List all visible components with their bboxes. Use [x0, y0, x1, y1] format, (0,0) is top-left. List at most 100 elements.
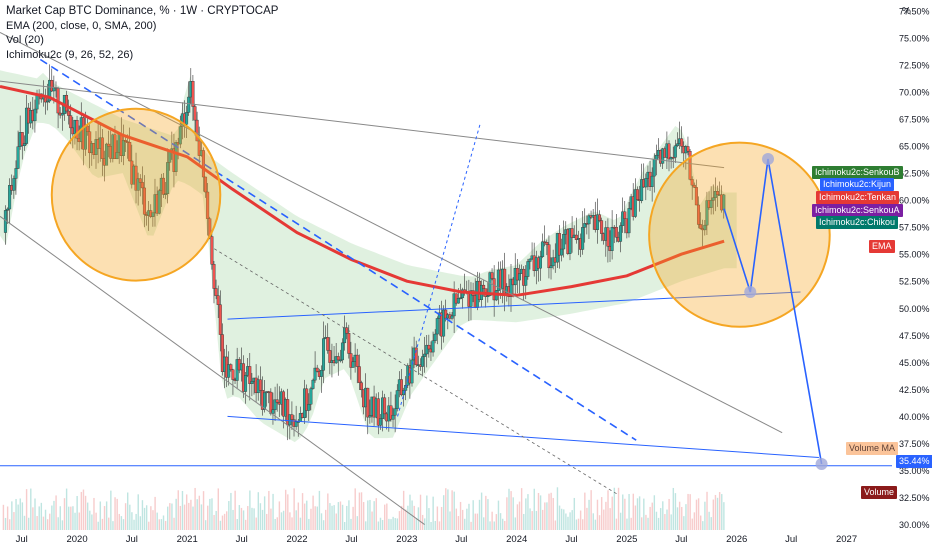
- tag-senkou-b: Ichimoku2c:SenkouB: [812, 166, 903, 179]
- volume-bar: [474, 513, 476, 530]
- volume-bar: [508, 488, 510, 530]
- volume-bar: [421, 514, 424, 530]
- indicator-ema[interactable]: EMA (200, close, 0, SMA, 200): [6, 19, 157, 32]
- volume-bar: [377, 521, 380, 530]
- volume-bar: [188, 502, 190, 530]
- candle-body: [600, 220, 604, 234]
- volume-bar: [101, 518, 104, 530]
- volume-bar: [209, 498, 211, 530]
- x-tick-label: 2020: [66, 534, 87, 545]
- volume-bar: [198, 495, 201, 530]
- x-tick-label: 2025: [616, 534, 637, 545]
- candle-body: [696, 204, 700, 225]
- volume-bar: [520, 488, 523, 530]
- volume-bar: [4, 517, 7, 530]
- y-tick-label: 67.50%: [899, 114, 930, 124]
- volume-bar: [42, 516, 45, 530]
- volume-bar: [133, 519, 135, 530]
- volume-bar: [95, 512, 97, 530]
- volume-bar: [689, 494, 691, 530]
- candle-body: [60, 113, 64, 116]
- volume-bar: [263, 496, 266, 530]
- volume-bar: [718, 492, 721, 530]
- candle-body: [610, 226, 614, 251]
- volume-bar: [394, 518, 396, 530]
- volume-bar: [145, 505, 148, 530]
- candle-body: [492, 278, 496, 301]
- volume-bar: [51, 505, 53, 530]
- indicator-volume[interactable]: Vol (20): [6, 34, 44, 46]
- volume-bar: [177, 490, 179, 530]
- volume-bar: [434, 520, 436, 530]
- volume-bar: [664, 514, 666, 530]
- volume-bar: [712, 499, 715, 530]
- volume-bar: [84, 495, 87, 530]
- candle-body: [69, 115, 73, 129]
- y-tick-label: 52.50%: [899, 277, 930, 287]
- volume-bar: [308, 518, 310, 530]
- volume-bar: [647, 517, 649, 530]
- volume-bar: [325, 509, 327, 530]
- volume-bar: [82, 489, 85, 530]
- volume-bar: [68, 506, 70, 530]
- volume-bar: [221, 515, 224, 530]
- volume-bar: [560, 508, 563, 530]
- volume-bar: [217, 488, 219, 530]
- volume-bar: [13, 512, 15, 530]
- candle-body: [67, 110, 71, 116]
- volume-bar: [638, 496, 641, 530]
- candle-body: [311, 379, 315, 389]
- trend-line: [0, 32, 783, 434]
- y-tick-label: 62.50%: [899, 169, 930, 179]
- volume-bar: [213, 514, 215, 530]
- volume-bar: [9, 519, 11, 530]
- volume-bar: [135, 513, 137, 530]
- candle-body: [185, 112, 189, 125]
- x-tick-label: Jul: [16, 534, 28, 545]
- volume-bar: [691, 518, 693, 530]
- volume-bar: [234, 490, 236, 530]
- volume-bar: [544, 502, 546, 530]
- tag-senkou-a: Ichimoku2c:SenkouA: [812, 204, 903, 217]
- indicator-ichimoku[interactable]: Ichimoku2c (9, 26, 52, 26): [6, 48, 134, 61]
- candle-body: [250, 381, 254, 384]
- volume-bar: [681, 506, 683, 530]
- candle-body: [258, 379, 262, 391]
- volume-bar: [154, 496, 156, 530]
- y-tick-label: 40.00%: [899, 412, 930, 422]
- candle-body: [595, 214, 599, 230]
- volume-bar: [447, 489, 449, 530]
- candle-body: [88, 131, 92, 154]
- volume-bar: [78, 512, 80, 530]
- volume-bar: [341, 504, 344, 530]
- candle-body: [635, 189, 639, 200]
- candle-body: [140, 182, 144, 189]
- volume-bar: [563, 509, 565, 530]
- volume-bar: [32, 507, 34, 530]
- volume-bar: [478, 499, 481, 530]
- volume-bar: [558, 505, 561, 530]
- volume-bar: [164, 520, 167, 530]
- candle-body: [113, 134, 117, 160]
- candle-body: [694, 187, 698, 206]
- candle-body: [456, 298, 460, 304]
- volume-bar: [590, 490, 592, 530]
- volume-bar: [249, 490, 251, 530]
- candle-body: [442, 309, 446, 337]
- volume-bar: [80, 491, 83, 530]
- volume-bar: [622, 494, 624, 530]
- volume-bar: [354, 488, 356, 530]
- volume-bar: [369, 499, 371, 530]
- axis-unit-label: %: [902, 6, 911, 17]
- candle-body: [174, 142, 178, 172]
- volume-bar: [162, 515, 165, 530]
- volume-bar: [230, 492, 232, 530]
- volume-bar: [402, 490, 405, 530]
- candle-body: [322, 338, 326, 371]
- volume-bar: [226, 511, 228, 530]
- volume-bar: [600, 497, 603, 530]
- candle-body: [399, 379, 403, 396]
- volume-bar: [417, 507, 420, 530]
- volume-bar: [141, 500, 144, 530]
